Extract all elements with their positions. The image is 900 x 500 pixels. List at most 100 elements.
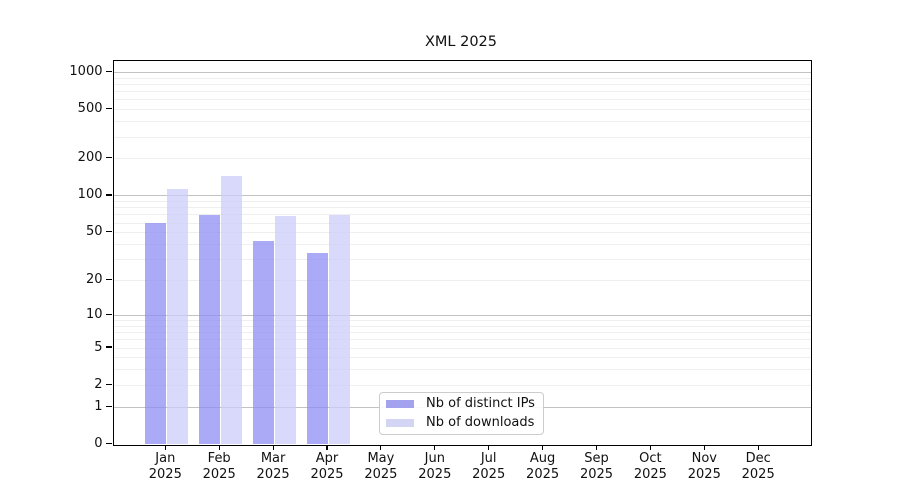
minor-gridline-400 [113,121,811,123]
x-tick-month: May [367,451,395,466]
x-tick-label-jan: Jan 2025 [138,451,192,482]
y-tick-mark-50 [106,231,112,233]
bar-nb-of-distinct-ips-mar [252,240,274,445]
y-tick-label-1: 1 [94,398,103,414]
x-tick-label-oct: Oct 2025 [623,451,677,482]
minor-gridline-60 [113,222,811,224]
major-gridline-10 [113,314,811,316]
minor-gridline-90 [113,201,811,203]
x-tick-mark-nov [703,444,705,450]
x-tick-month: Aug [529,451,556,466]
x-tick-month: Jul [480,451,497,466]
x-tick-mark-mar [272,444,274,450]
bar-nb-of-downloads-mar [274,216,296,445]
x-tick-label-feb: Feb 2025 [192,451,246,482]
x-tick-label-dec: Dec 2025 [731,451,785,482]
minor-gridline-30 [113,259,811,261]
y-tick-label-100: 100 [77,187,103,203]
x-tick-label-may: May 2025 [354,451,408,482]
y-tick-mark-10 [106,313,112,315]
x-tick-label-nov: Nov 2025 [677,451,731,482]
x-tick-month: Dec [745,451,771,466]
plot-area [112,60,812,446]
x-tick-month: Jan [155,451,176,466]
minor-gridline-9 [113,320,811,321]
x-tick-month: Feb [207,451,231,466]
x-tick-label-jun: Jun 2025 [408,451,462,482]
y-tick-mark-0 [106,442,112,445]
x-tick-year: 2025 [579,466,614,482]
minor-gridline-7 [113,332,811,334]
x-tick-label-aug: Aug 2025 [516,451,570,482]
x-tick-label-jul: Jul 2025 [462,451,516,482]
x-tick-mark-apr [326,444,328,450]
y-tick-mark-20 [106,278,112,281]
x-tick-year: 2025 [256,466,290,482]
minor-gridline-900 [113,77,811,79]
y-tick-mark-2 [106,383,112,385]
minor-gridline-3 [113,369,811,371]
x-tick-year: 2025 [148,466,182,482]
x-tick-month: Mar [260,451,286,466]
chart-title: XML 2025 [424,34,498,50]
x-tick-mark-feb [218,444,220,450]
legend-swatch-icon [386,400,414,409]
minor-gridline-700 [113,91,811,93]
minor-gridline-8 [113,325,811,327]
minor-gridline-2 [113,384,811,386]
y-tick-mark-200 [106,157,112,159]
x-tick-mark-may [380,444,382,450]
x-tick-month: Jun [424,451,445,466]
bar-nb-of-downloads-feb [220,176,242,445]
minor-gridline-6 [113,339,811,341]
minor-gridline-40 [113,244,811,245]
legend: Nb of distinct IPs Nb of downloads [379,392,544,435]
minor-gridline-50 [113,232,811,234]
x-tick-year: 2025 [633,466,667,482]
x-tick-year: 2025 [202,466,236,482]
minor-gridline-300 [113,136,811,138]
minor-gridline-20 [113,280,811,282]
minor-gridline-200 [113,158,811,160]
minor-gridline-600 [113,99,811,101]
x-tick-year: 2025 [418,466,452,482]
x-tick-year: 2025 [364,466,398,482]
x-tick-mark-oct [649,444,651,450]
minor-gridline-70 [113,214,811,216]
y-tick-label-2: 2 [94,376,103,392]
y-tick-label-500: 500 [77,101,103,117]
minor-gridline-500 [113,109,811,111]
x-tick-mark-jul [488,444,490,450]
x-tick-month: Sep [584,451,609,466]
minor-gridline-5 [113,347,811,349]
x-tick-year: 2025 [687,466,721,482]
x-tick-label-sep: Sep 2025 [570,451,624,482]
y-tick-label-20: 20 [85,272,103,288]
x-tick-year: 2025 [472,466,506,482]
y-tick-label-1000: 1000 [69,63,103,79]
x-tick-mark-sep [595,444,598,450]
y-tick-label-0: 0 [94,436,103,451]
legend-label: Nb of downloads [426,414,535,430]
minor-gridline-80 [113,207,811,209]
bar-nb-of-distinct-ips-apr [306,253,328,445]
bar-nb-of-downloads-apr [328,214,350,445]
legend-swatch-icon [386,418,414,427]
y-tick-mark-1 [106,405,112,407]
x-tick-month: Nov [691,451,717,466]
legend-item-nb-of-distinct-ips: Nb of distinct IPs [386,395,543,413]
minor-gridline-800 [113,83,811,85]
legend-label: Nb of distinct IPs [426,396,535,412]
x-tick-month: Oct [639,451,662,466]
x-tick-mark-aug [542,444,544,450]
x-tick-month: Apr [315,451,339,466]
x-tick-label-mar: Mar 2025 [246,451,300,482]
y-tick-mark-5 [106,346,112,348]
major-gridline-100 [113,195,811,197]
y-tick-label-50: 50 [85,224,103,240]
y-tick-label-10: 10 [85,306,103,322]
legend-item-nb-of-downloads: Nb of downloads [386,414,543,432]
x-tick-year: 2025 [741,466,775,482]
major-gridline-1000 [113,71,811,73]
